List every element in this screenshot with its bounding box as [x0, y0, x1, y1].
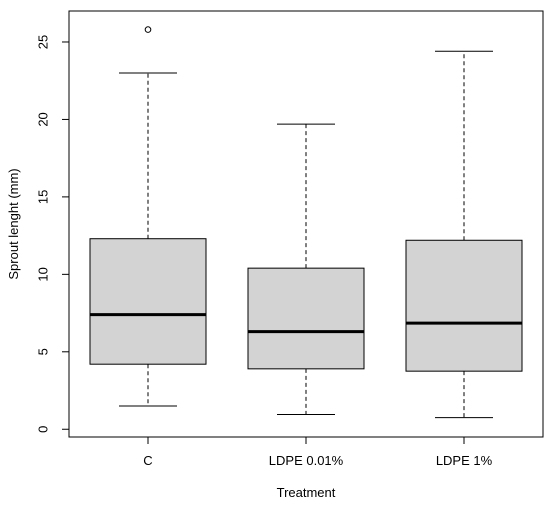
iqr-box: [405, 239, 523, 372]
y-tick-label: 15: [36, 190, 51, 204]
box-3: [405, 50, 523, 419]
y-axis-label: Sprout lenght (mm): [6, 168, 21, 279]
iqr-box: [247, 267, 365, 370]
y-tick-label: 20: [36, 112, 51, 126]
y-tick-label: 5: [36, 348, 51, 355]
x-axis: C LDPE 0.01% LDPE 1%: [143, 437, 493, 468]
box-1: [89, 26, 207, 407]
x-tick-label: C: [143, 453, 152, 468]
outlier-point: [144, 26, 152, 33]
x-tick-label: LDPE 0.01%: [269, 453, 344, 468]
iqr-box: [89, 238, 207, 365]
y-axis: 0 5 10 15 20 25: [36, 35, 69, 433]
x-tick-label: LDPE 1%: [436, 453, 493, 468]
x-axis-label: Treatment: [277, 485, 336, 500]
boxes-group: [89, 26, 523, 419]
box-2: [247, 123, 365, 416]
y-tick-label: 25: [36, 35, 51, 49]
y-tick-label: 10: [36, 267, 51, 281]
y-tick-label: 0: [36, 426, 51, 433]
